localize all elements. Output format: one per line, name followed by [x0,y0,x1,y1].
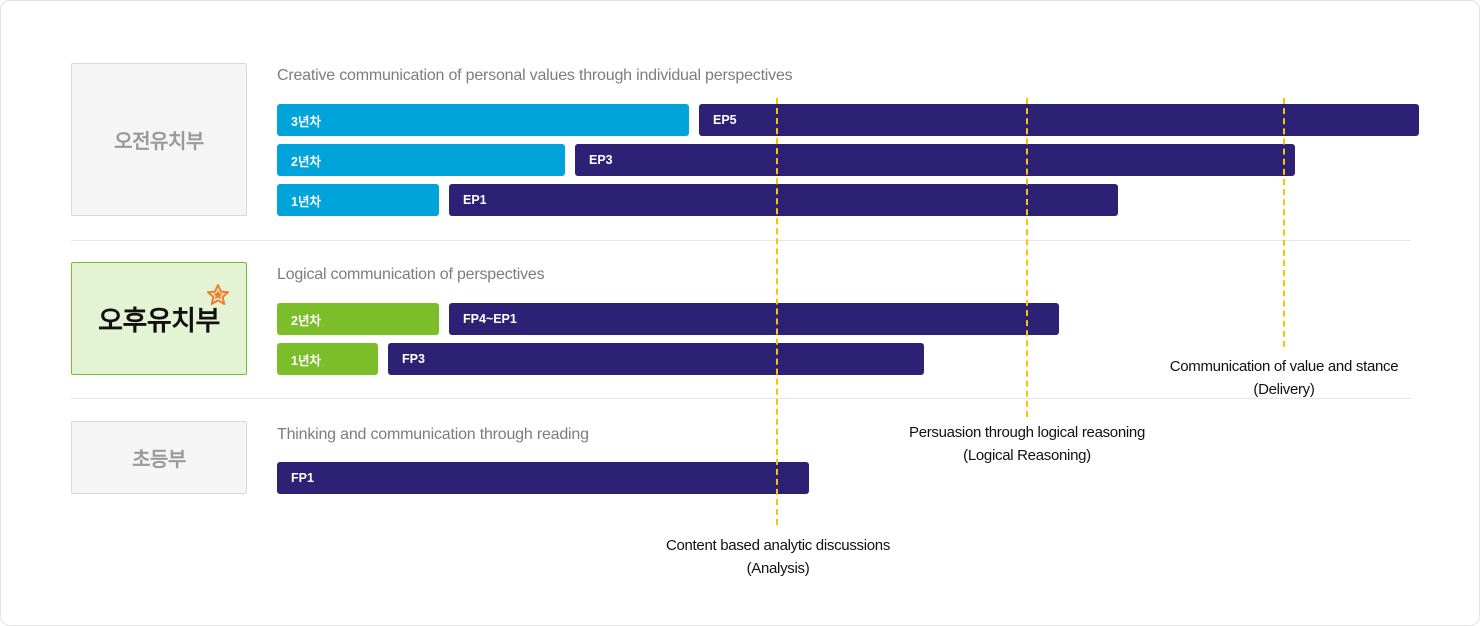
level-bar-ep5: EP5 [699,104,1419,136]
caption-line: Content based analytic discussions [665,537,891,554]
section-label-morning-kindergarten: 오전유치부 [71,63,247,216]
marker-line-analysis [776,98,778,525]
section-label-afternoon-kindergarten: 오후유치부 [71,262,247,375]
marker-line-delivery [1283,98,1285,347]
level-bar-ep3: EP3 [575,144,1295,176]
grade-bar-1st-year: 1년차 [277,184,439,216]
caption-line: (Logical Reasoning) [963,447,1091,464]
marker-caption-analysis: Content based analytic discussions (Anal… [627,534,929,580]
caption-line: (Delivery) [1253,381,1315,398]
section-title-elementary: Thinking and communication through readi… [277,426,589,443]
caption-line: (Analysis) [746,560,810,577]
section-divider [71,398,1411,399]
section-divider [71,240,1411,241]
section-label-elementary: 초등부 [71,421,247,494]
caption-line: Persuasion through logical reasoning [908,424,1146,441]
marker-line-logical-reasoning [1026,98,1028,417]
section-title-morning: Creative communication of personal value… [277,67,793,84]
grade-bar-1st-year: 1년차 [277,343,378,375]
marker-caption-delivery: Communication of value and stance (Deliv… [1134,355,1434,401]
section-label-text: 오후유치부 [98,306,220,336]
level-bar-fp4-ep1: FP4~EP1 [449,303,1059,335]
level-bar-ep1: EP1 [449,184,1118,216]
level-bar-fp1: FP1 [277,462,809,494]
star-icon [207,284,229,305]
level-bar-fp3: FP3 [388,343,924,375]
section-title-afternoon: Logical communication of perspectives [277,266,545,283]
marker-caption-logical-reasoning: Persuasion through logical reasoning (Lo… [877,421,1177,467]
grade-bar-2nd-year: 2년차 [277,303,439,335]
grade-bar-3rd-year: 3년차 [277,104,689,136]
caption-line: Communication of value and stance [1169,358,1399,375]
grade-bar-2nd-year: 2년차 [277,144,565,176]
